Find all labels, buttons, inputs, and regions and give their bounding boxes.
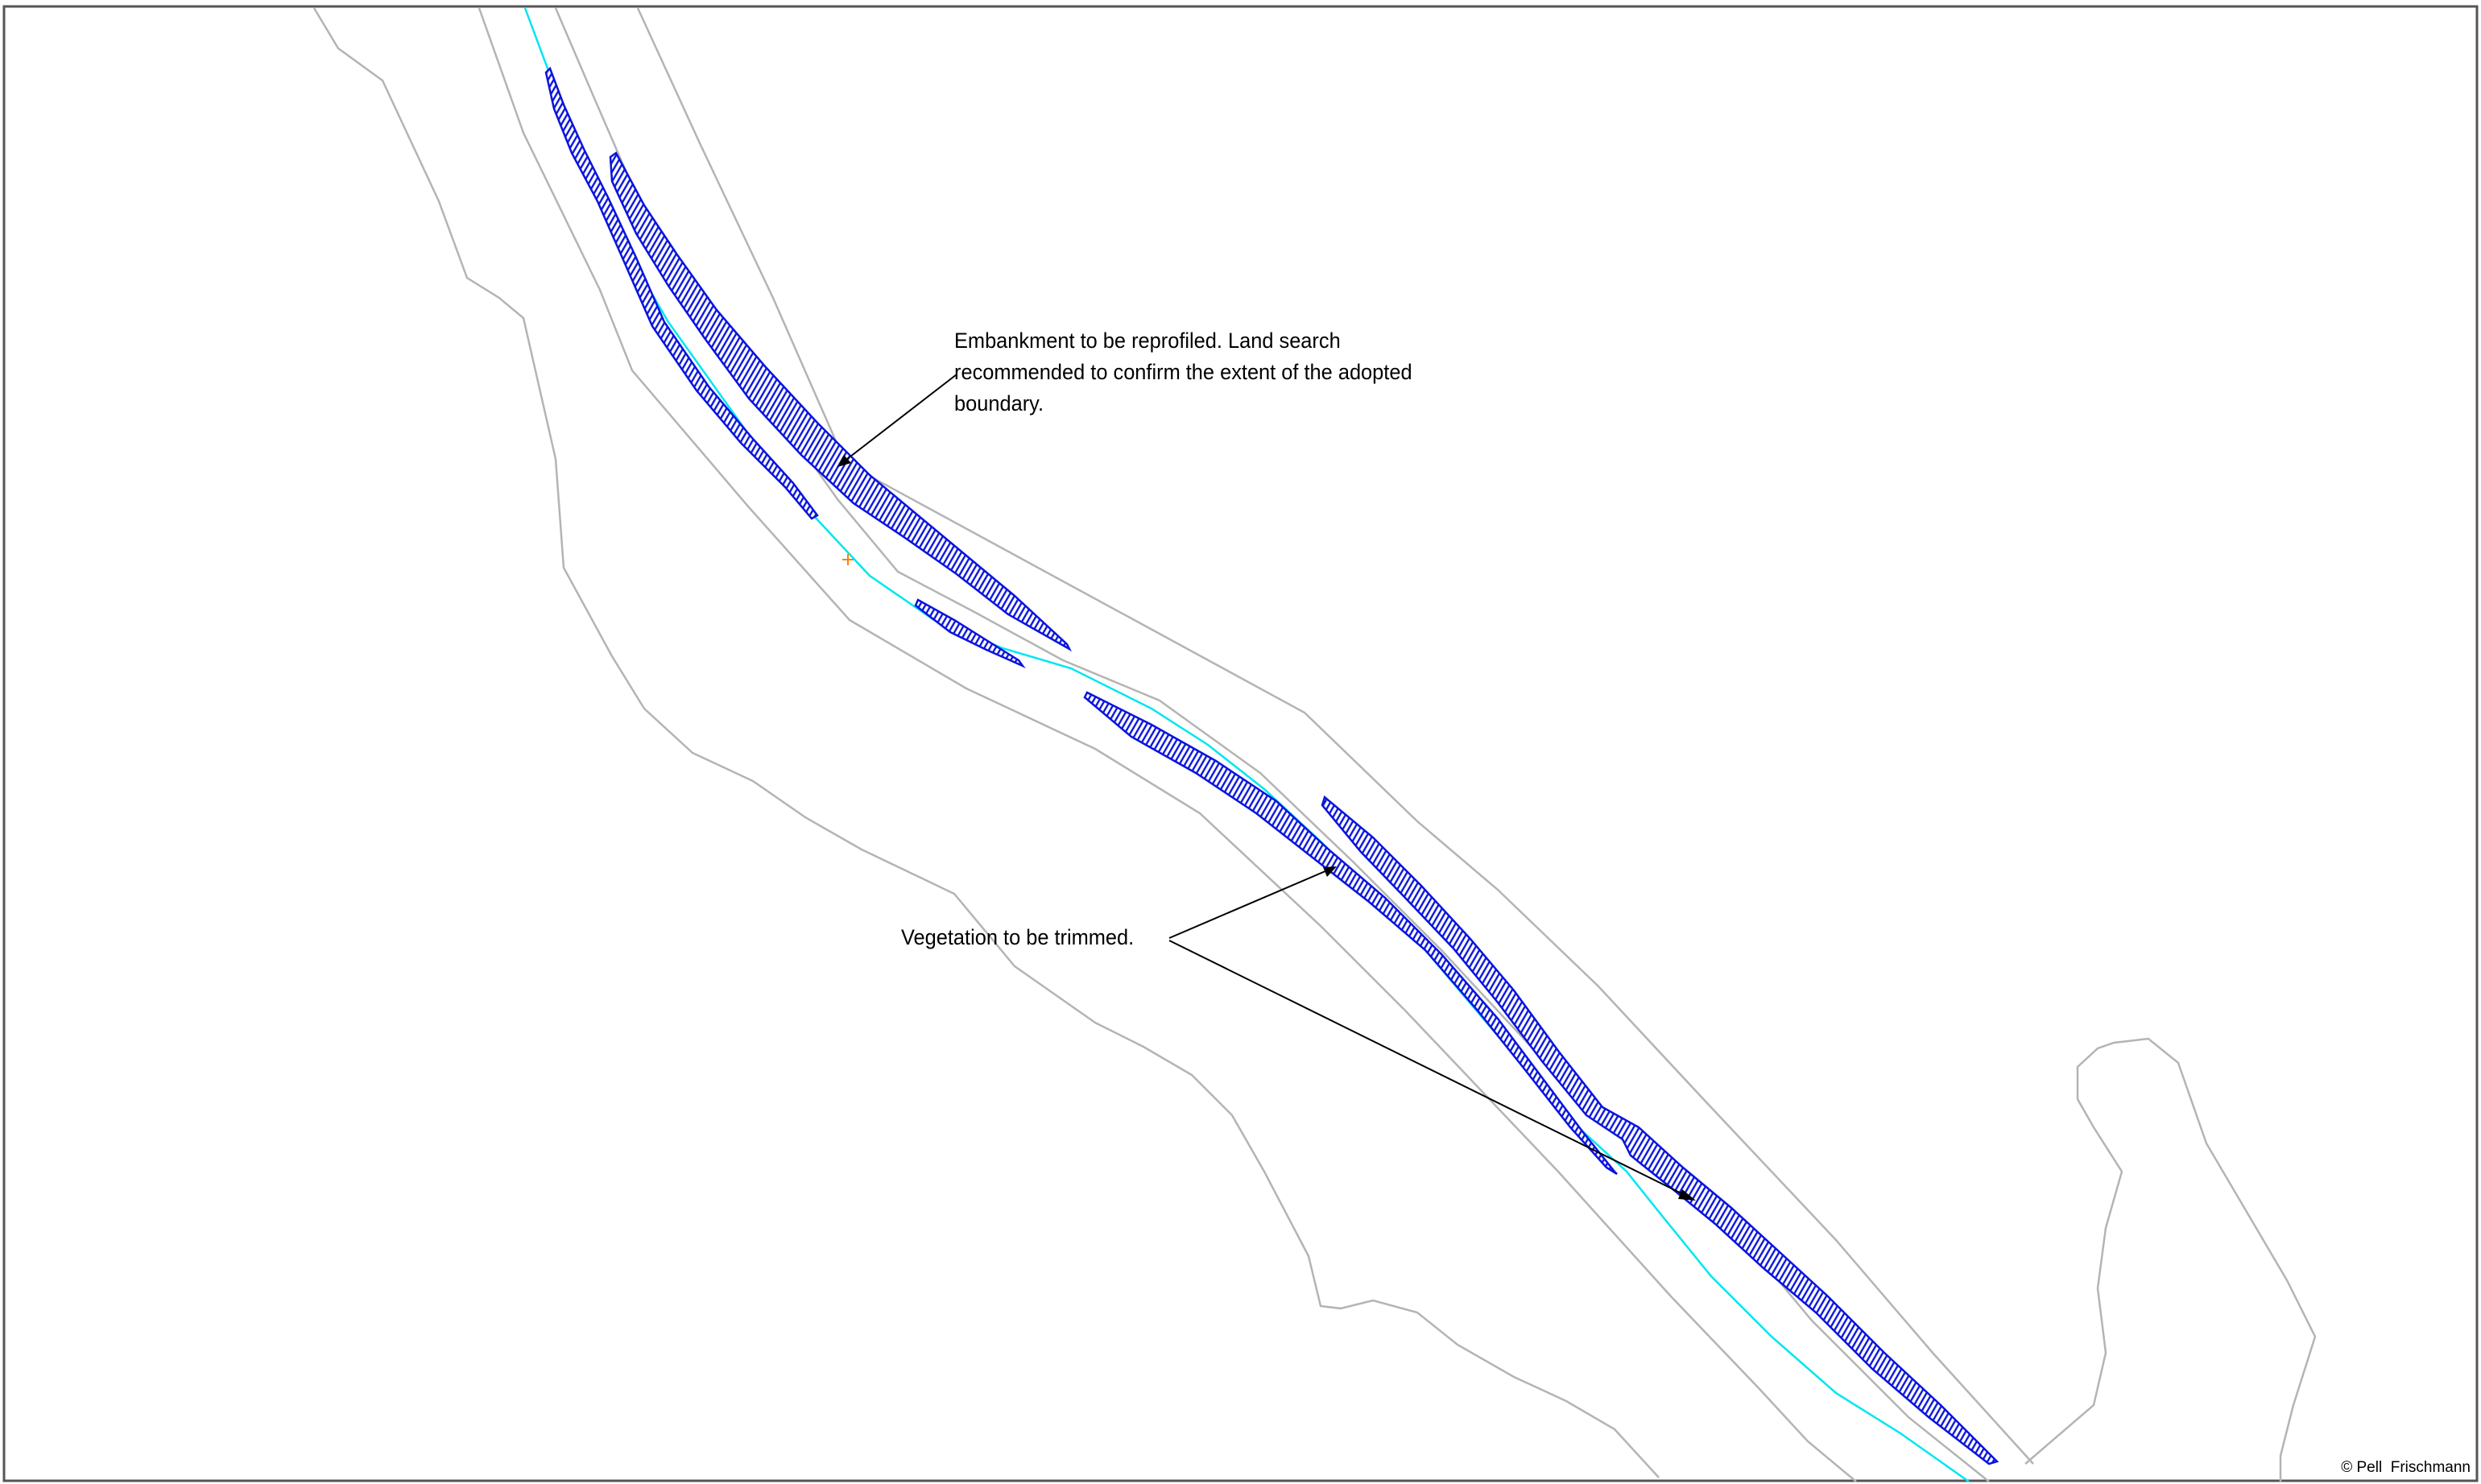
watercourse-line: [523, 7, 1970, 1483]
riverbank-outline-east: [2024, 1037, 2317, 1482]
drawing-frame: [2, 5, 2479, 1482]
embankment-note: Embankment to be reprofiled. Land search…: [954, 329, 1412, 415]
embankment-note-leader: [837, 374, 957, 467]
embankment-strip-west: [544, 66, 819, 520]
copyright-label: © Pell Frischmann: [2341, 1459, 2471, 1476]
embankment-strip-central: [914, 598, 1026, 669]
embankment-strip-north: [609, 151, 1072, 652]
vegetation-note: Vegetation to be trimmed.: [901, 925, 1135, 949]
vegetation-note-leaders: [1168, 866, 1696, 1201]
embankment-strip-south: [1083, 691, 1618, 1176]
riverbank-outline-west: [312, 7, 1660, 1478]
embankment-strip-east: [1321, 795, 1999, 1465]
boundary-line-west: [478, 7, 1857, 1482]
boundary-line-east: [636, 7, 2034, 1465]
survey-marker-icon: [842, 554, 854, 565]
